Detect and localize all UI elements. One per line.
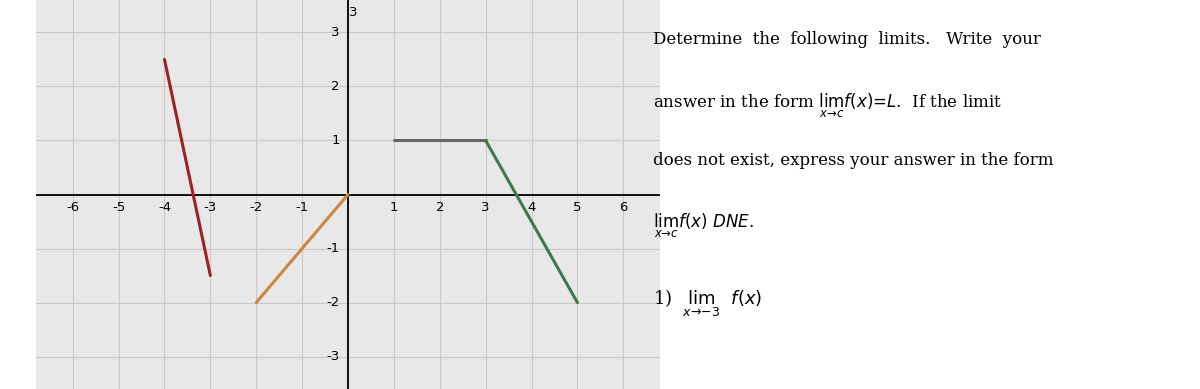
Text: Determine  the  following  limits.   Write  your: Determine the following limits. Write yo… (653, 31, 1040, 48)
Text: -6: -6 (66, 201, 79, 214)
Text: 3: 3 (331, 26, 340, 39)
Text: -2: -2 (250, 201, 263, 214)
Text: -1: -1 (326, 242, 340, 255)
Text: -4: -4 (158, 201, 172, 214)
Text: answer in the form $\lim_{x \to c} f(x) = L$.  If the limit: answer in the form $\lim_{x \to c} f(x) … (653, 91, 1002, 119)
Text: -3: -3 (326, 350, 340, 363)
Text: 1: 1 (390, 201, 398, 214)
Text: -3: -3 (204, 201, 217, 214)
Text: 6: 6 (619, 201, 628, 214)
Text: does not exist, express your answer in the form: does not exist, express your answer in t… (653, 152, 1054, 169)
Text: 1: 1 (331, 134, 340, 147)
Text: 2: 2 (436, 201, 444, 214)
Text: $\lim_{x \to c} f(x)$ $DNE$.: $\lim_{x \to c} f(x)$ $DNE$. (653, 212, 754, 240)
Text: -2: -2 (326, 296, 340, 309)
Text: 1)  $\lim_{x \to -3}$  $f(x)$: 1) $\lim_{x \to -3}$ $f(x)$ (653, 288, 762, 319)
Text: 4: 4 (527, 201, 535, 214)
Text: 3: 3 (349, 6, 358, 19)
Text: 2: 2 (331, 80, 340, 93)
Text: -1: -1 (295, 201, 308, 214)
Text: 5: 5 (574, 201, 582, 214)
Text: 3: 3 (481, 201, 490, 214)
Text: -5: -5 (112, 201, 125, 214)
